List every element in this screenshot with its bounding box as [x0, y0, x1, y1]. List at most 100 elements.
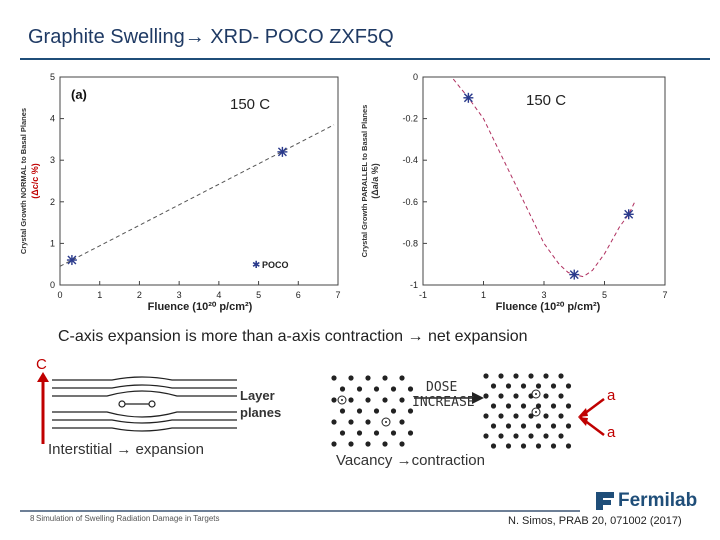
slide-title: Graphite Swelling→ XRD- POCO ZXF5Q — [28, 26, 394, 48]
planes-label: planes — [240, 405, 282, 420]
temperature-annotation: 150 C — [526, 92, 566, 109]
data-point — [277, 146, 288, 157]
lattice-atom — [505, 423, 512, 429]
lattice-atom — [513, 413, 519, 419]
lattice-atom — [399, 441, 405, 447]
lattice-atom — [373, 430, 380, 436]
interstitial-caption: Interstitial → expansion — [48, 441, 204, 458]
lattice-atom — [558, 433, 564, 439]
lattice-atom — [513, 373, 519, 379]
lattice-atom — [331, 397, 337, 403]
y-tick-label: 1 — [50, 238, 55, 248]
lattice-atom — [498, 393, 504, 399]
footer-text: Simulation of Swelling Radiation Damage … — [36, 514, 220, 523]
lattice-atom — [565, 423, 572, 429]
lattice-atom — [505, 403, 512, 409]
x-tick-label: 0 — [57, 290, 62, 300]
y-tick-label: -1 — [410, 280, 418, 290]
y-axis-unit-label: (Δc/c %) — [30, 163, 40, 198]
fermilab-logo-text: Fermilab — [618, 490, 698, 511]
lattice-atom — [382, 375, 388, 381]
lattice-atom — [390, 408, 397, 414]
lattice-atom — [348, 397, 354, 403]
lattice-atom — [505, 443, 512, 449]
lattice-atom — [356, 408, 363, 414]
x-axis-label: Fluence (10²⁰ p/cm²) — [496, 301, 601, 313]
legend-marker-icon: ✱ — [252, 260, 260, 271]
vacancy-lattice-left — [331, 375, 414, 447]
lattice-atom — [520, 383, 527, 389]
y-tick-label: -0.6 — [402, 197, 418, 207]
lattice-atom — [528, 433, 534, 439]
lattice-atom — [528, 373, 534, 379]
lattice-atom — [498, 413, 504, 419]
x-tick-label: 3 — [541, 290, 546, 300]
dose-label: DOSE — [426, 380, 458, 395]
lattice-atom — [543, 433, 549, 439]
legend: ✱ POCO — [252, 260, 289, 271]
lattice-atom — [382, 397, 388, 403]
lattice-atom — [513, 393, 519, 399]
x-axis-label: Fluence (10²⁰ p/cm²) — [148, 301, 253, 313]
lattice-atom — [558, 413, 564, 419]
fit-line — [452, 78, 636, 278]
lattice-atom — [348, 375, 354, 381]
lattice-atom — [498, 433, 504, 439]
lattice-atom — [365, 441, 371, 447]
lattice-atom — [550, 403, 557, 409]
lattice-atom — [331, 419, 337, 425]
lattice-atom — [407, 430, 414, 436]
lattice-atom — [490, 443, 497, 449]
data-point — [66, 255, 77, 266]
y-tick-label: 3 — [50, 155, 55, 165]
plot-frame — [422, 76, 666, 286]
x-tick-label: -1 — [419, 290, 427, 300]
y-tick-label: 2 — [50, 197, 55, 207]
lattice-atom — [490, 383, 497, 389]
lattice-atom — [356, 430, 363, 436]
plot-frame — [59, 76, 339, 286]
lattice-atom — [373, 386, 380, 392]
lattice-atom — [331, 375, 337, 381]
lattice-atom — [498, 373, 504, 379]
lattice-atom — [399, 419, 405, 425]
lattice-atom — [339, 430, 346, 436]
lattice-atom — [490, 423, 497, 429]
footer-rule — [20, 510, 580, 512]
x-tick-label: 5 — [256, 290, 261, 300]
interstitial-diagram — [52, 376, 237, 432]
panel-label: (a) — [71, 87, 87, 102]
reference-citation: N. Simos, PRAB 20, 071002 (2017) — [508, 515, 682, 527]
x-tick-label: 7 — [662, 290, 667, 300]
lattice-atom — [535, 383, 542, 389]
lattice-atom — [490, 403, 497, 409]
lattice-atom — [565, 443, 572, 449]
y-axis-label: Crystal Growth NORMAL to Basal Planes — [19, 108, 28, 254]
c-axis-label: C — [36, 356, 47, 373]
y-tick-label: 5 — [50, 72, 55, 82]
y-tick-label: -0.2 — [402, 114, 418, 124]
y-tick-label: -0.8 — [402, 238, 418, 248]
lattice-atom — [365, 397, 371, 403]
lattice-atom — [348, 441, 354, 447]
y-axis-unit-label: (Δa/a %) — [370, 163, 380, 198]
data-point — [569, 269, 580, 280]
chart-parallel-growth: -1 1 3 5 7 0 -0.2 -0.4 -0.6 -0.8 -1 150 C Fluence … — [360, 72, 668, 313]
lattice-atom — [365, 375, 371, 381]
lattice-atom — [339, 386, 346, 392]
x-tick-label: 4 — [216, 290, 221, 300]
lattice-atom — [356, 386, 363, 392]
lattice-atom — [520, 443, 527, 449]
lattice-atom — [505, 383, 512, 389]
vacancy-caption: Vacancy →contraction — [336, 452, 485, 469]
lattice-atom — [390, 430, 397, 436]
y-tick-label: 4 — [50, 114, 55, 124]
fermilab-logo-icon — [596, 492, 614, 510]
x-tick-label: 7 — [335, 290, 340, 300]
fit-line — [59, 124, 335, 267]
x-tick-label: 3 — [177, 290, 182, 300]
lattice-atom — [348, 419, 354, 425]
x-tick-label: 6 — [296, 290, 301, 300]
lattice-atom — [535, 423, 542, 429]
increase-label: INCREASE — [412, 395, 475, 410]
